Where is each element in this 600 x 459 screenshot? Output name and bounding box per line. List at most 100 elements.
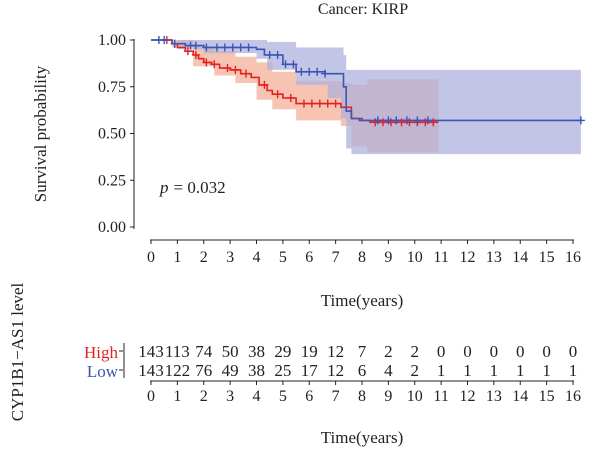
censor-mark-low: [202, 43, 211, 52]
risk-cell-low: 1: [490, 361, 499, 380]
censor-mark-high: [202, 58, 211, 67]
censor-mark-high: [299, 99, 308, 108]
p-value-annotation: p = 0.032: [159, 178, 226, 197]
risk-x-tick-label: 7: [332, 388, 340, 405]
confidence-bands: [151, 40, 581, 155]
risk-table-ylabel: CYP1B1−AS1 level: [8, 282, 27, 421]
censor-mark-high: [331, 99, 340, 108]
risk-cell-high: 19: [301, 342, 318, 361]
censor-marks: [154, 36, 585, 127]
risk-x-tick-label: 0: [147, 388, 155, 405]
censor-mark-low: [576, 116, 585, 125]
risk-cell-low: 76: [195, 361, 212, 380]
risk-cell-low: 1: [437, 361, 446, 380]
censor-mark-high: [183, 47, 192, 56]
x-tick-label: 10: [407, 249, 423, 266]
risk-x-tick-label: 2: [200, 388, 208, 405]
risk-cell-low: 1: [542, 361, 551, 380]
risk-x-tick-label: 4: [253, 388, 261, 405]
y-axis-ticks: 0.00 0.25 0.50 0.75 1.00: [98, 32, 134, 236]
risk-cell-high: 113: [165, 342, 190, 361]
censor-mark-low: [273, 50, 282, 59]
censor-mark-high: [260, 80, 269, 89]
censor-mark-high: [223, 64, 232, 73]
censor-mark-high: [397, 118, 406, 127]
censor-mark-high: [210, 60, 219, 69]
risk-x-tick-label: 5: [279, 388, 287, 405]
p-symbol: p: [159, 178, 169, 197]
censor-mark-low: [236, 43, 245, 52]
censor-mark-high: [429, 118, 438, 127]
x-axis-label: Time(years): [321, 291, 403, 310]
x-tick-label: 15: [539, 249, 555, 266]
risk-x-tick-label: 12: [460, 388, 476, 405]
censor-mark-high: [286, 93, 295, 102]
y-tick-label: 1.00: [98, 32, 126, 49]
censor-mark-low: [228, 43, 237, 52]
censor-mark-low: [402, 116, 411, 125]
censor-mark-high: [273, 90, 282, 99]
censor-mark-low: [313, 67, 322, 76]
censor-mark-low: [392, 116, 401, 125]
censor-mark-high: [241, 69, 250, 78]
y-tick-label: 0.75: [98, 79, 126, 96]
y-tick-label: 0.25: [98, 172, 126, 189]
x-axis-ticks: 0 1 2 3 4 5 6 7 8 9 10 11 12 13 14 15 16: [147, 240, 581, 266]
x-tick-label: 16: [565, 249, 581, 266]
risk-x-tick-label: 16: [565, 388, 581, 405]
risk-cell-low: 12: [327, 361, 344, 380]
risk-cell-high: 0: [542, 342, 551, 361]
censor-mark-low: [384, 116, 393, 125]
risk-cell-low: 1: [569, 361, 578, 380]
risk-cell-low: 1: [516, 361, 525, 380]
chart-title: Cancer: KIRP: [318, 1, 408, 18]
risk-x-tick-label: 13: [486, 388, 502, 405]
risk-x-tick-label: 3: [226, 388, 234, 405]
x-tick-label: 5: [279, 249, 287, 266]
risk-x-tick-label: 11: [433, 388, 448, 405]
censor-mark-low: [297, 67, 306, 76]
risk-x-tick-label: 8: [358, 388, 366, 405]
risk-row-label-low: Low: [87, 362, 119, 381]
risk-x-tick-label: 9: [384, 388, 392, 405]
risk-cell-low: 38: [248, 361, 265, 380]
x-tick-label: 6: [305, 249, 313, 266]
censor-mark-high: [231, 65, 240, 74]
risk-x-tick-label: 15: [539, 388, 555, 405]
risk-cell-low: 1: [463, 361, 472, 380]
censor-mark-low: [289, 60, 298, 69]
x-tick-label: 8: [358, 249, 366, 266]
risk-x-tick-label: 14: [512, 388, 528, 405]
x-tick-label: 7: [332, 249, 340, 266]
x-tick-label: 4: [253, 249, 261, 266]
censor-mark-low: [373, 116, 382, 125]
risk-cell-high: 143: [138, 342, 164, 361]
risk-cell-high: 0: [437, 342, 446, 361]
risk-cell-high: 74: [195, 342, 213, 361]
risk-cell-high: 7: [358, 342, 367, 361]
risk-cell-high: 38: [248, 342, 265, 361]
censor-mark-low: [212, 43, 221, 52]
y-tick-label: 0.00: [98, 219, 126, 236]
risk-cell-low: 2: [411, 361, 420, 380]
x-tick-label: 12: [460, 249, 476, 266]
risk-cell-high: 0: [516, 342, 525, 361]
risk-x-tick-label: 6: [305, 388, 313, 405]
risk-cell-high: 29: [274, 342, 291, 361]
censor-mark-low: [413, 116, 422, 125]
x-tick-label: 1: [173, 249, 181, 266]
censor-mark-low: [305, 67, 314, 76]
risk-x-tick-label: 10: [407, 388, 423, 405]
censor-mark-low: [191, 41, 200, 50]
risk-cell-low: 4: [384, 361, 393, 380]
x-tick-label: 2: [200, 249, 208, 266]
censor-mark-high: [379, 118, 388, 127]
x-tick-label: 11: [433, 249, 448, 266]
risk-x-axis-label: Time(years): [321, 428, 403, 447]
risk-cell-low: 17: [301, 361, 319, 380]
risk-cell-high: 0: [569, 342, 578, 361]
risk-x-axis-ticks: 0 1 2 3 4 5 6 7 8 9 10 11 12 13 14 15 16: [147, 380, 581, 405]
